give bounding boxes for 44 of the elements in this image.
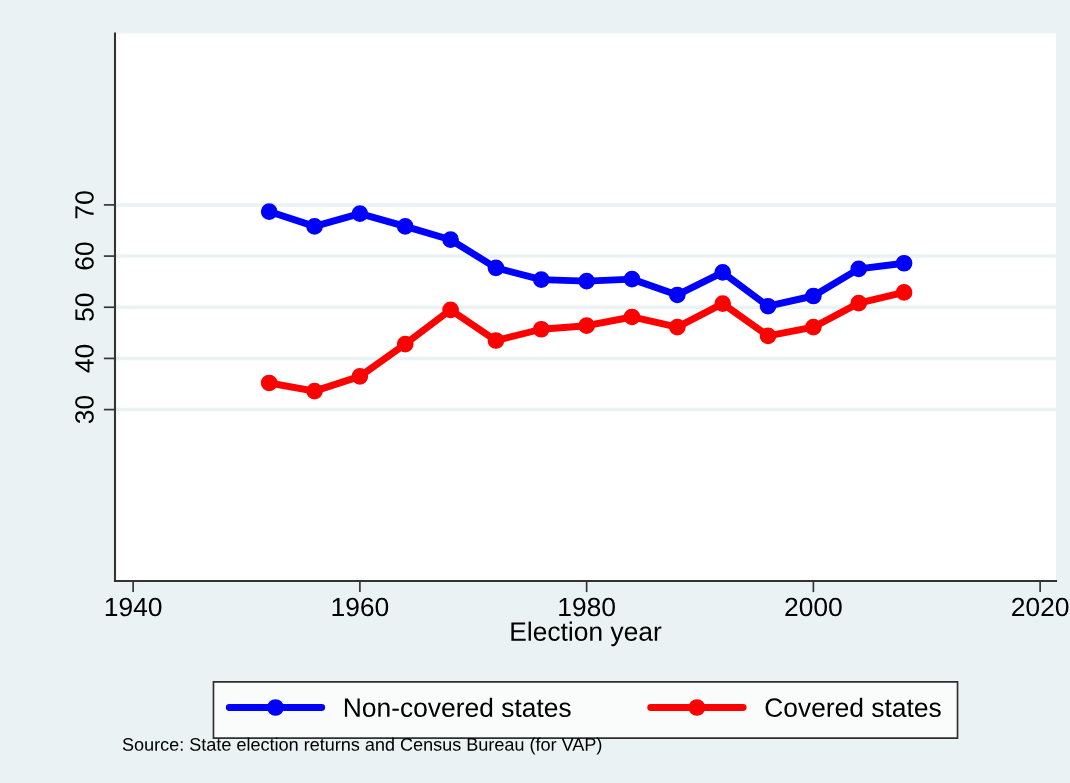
point bbox=[487, 332, 505, 349]
point bbox=[668, 286, 686, 304]
point bbox=[895, 284, 913, 301]
point bbox=[850, 260, 868, 278]
point bbox=[351, 205, 369, 222]
y-tick-label: 30 bbox=[75, 395, 94, 424]
x-tick-label: 1960 bbox=[332, 597, 389, 617]
point bbox=[442, 231, 459, 249]
point bbox=[623, 308, 641, 326]
point bbox=[805, 318, 822, 336]
point bbox=[850, 294, 868, 312]
point bbox=[396, 218, 414, 235]
point bbox=[442, 301, 459, 319]
x-axis-title: Election year bbox=[511, 621, 662, 647]
point bbox=[306, 382, 323, 400]
x-tick-label: 1980 bbox=[559, 597, 615, 617]
legend-label: Covered states bbox=[765, 697, 941, 718]
source-note: Source: State election returns and Census Bureau (for VAP) bbox=[122, 737, 602, 755]
point bbox=[260, 374, 278, 392]
y-tick-label: 50 bbox=[75, 293, 94, 321]
point bbox=[532, 320, 550, 338]
point bbox=[714, 295, 732, 313]
point bbox=[759, 327, 777, 345]
y-tick-label: 70 bbox=[75, 191, 94, 219]
point bbox=[532, 271, 550, 288]
point bbox=[623, 270, 641, 288]
point bbox=[351, 367, 369, 385]
point bbox=[306, 218, 323, 235]
point bbox=[805, 287, 822, 305]
point bbox=[578, 272, 595, 290]
x-tick-label: 1940 bbox=[105, 597, 162, 617]
point bbox=[714, 264, 732, 281]
point bbox=[578, 317, 595, 335]
point bbox=[487, 259, 505, 277]
point bbox=[895, 254, 913, 272]
point bbox=[668, 318, 686, 336]
point bbox=[759, 297, 777, 315]
x-tick-label: 2000 bbox=[785, 597, 842, 617]
legend-label: Non-covered states bbox=[344, 697, 571, 718]
y-tick-label: 40 bbox=[75, 344, 94, 373]
point bbox=[396, 335, 414, 353]
point bbox=[260, 203, 278, 220]
x-tick-label: 2020 bbox=[1012, 597, 1069, 617]
y-tick-label: 60 bbox=[75, 242, 94, 270]
